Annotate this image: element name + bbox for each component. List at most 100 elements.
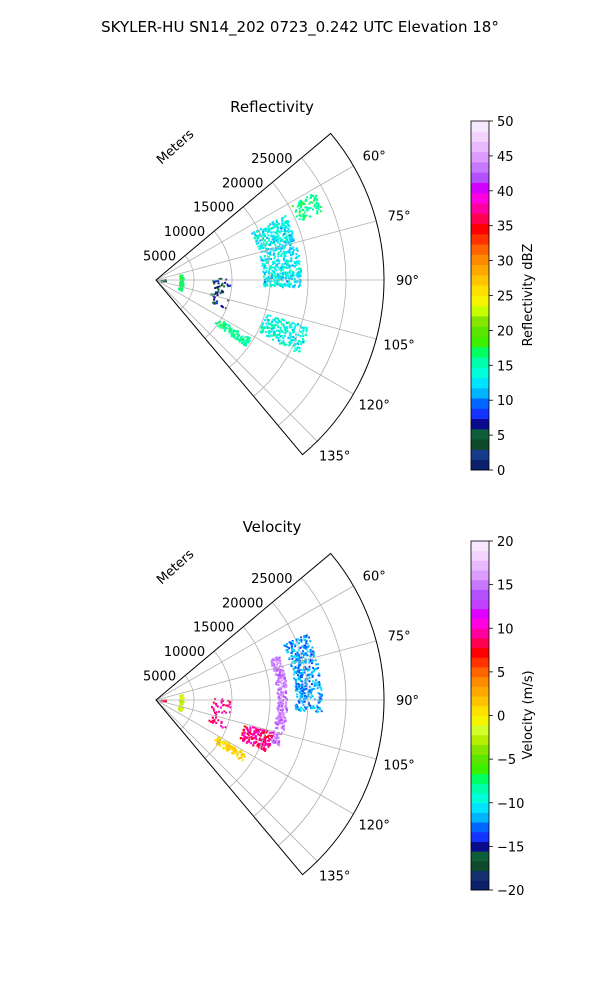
reflectivity-echo-gate-357 — [267, 243, 270, 246]
velocity-echo-gate-1052 — [221, 711, 224, 714]
reflectivity-echo-gate-961 — [234, 330, 237, 333]
velocity-echo-gate-928 — [236, 753, 239, 756]
reflectivity-colorbar-segment-2 — [471, 439, 489, 450]
velocity-echo-gate-770 — [253, 731, 256, 734]
reflectivity-echo-gate-666 — [315, 197, 318, 200]
velocity-echo-gate-11 — [299, 692, 302, 695]
velocity-echo-gate-612 — [278, 687, 281, 690]
reflectivity-echo-gate-369 — [276, 235, 279, 238]
velocity-echo-gate-302 — [298, 677, 301, 680]
reflectivity-echo-gate-527 — [279, 272, 282, 275]
velocity-echo-gate-189 — [307, 703, 310, 706]
reflectivity-echo-gate-1034 — [181, 274, 184, 277]
velocity-echo-gate-99 — [303, 692, 306, 695]
reflectivity-echo-gate-498 — [269, 243, 272, 246]
reflectivity-echo-gate-517 — [273, 260, 276, 263]
reflectivity-echo-gate-291 — [278, 262, 281, 265]
figure-suptitle: SKYLER-HU SN14_202 0723_0.242 UTC Elevat… — [101, 18, 499, 37]
velocity-colorbar-tick-label-6: 10 — [497, 622, 514, 637]
velocity-echo-gate-341 — [306, 695, 309, 698]
reflectivity-echo-gate-103 — [273, 242, 276, 245]
velocity-echo-gate-600 — [282, 721, 285, 724]
reflectivity-echo-gate-609 — [310, 194, 313, 196]
reflectivity-sector-frame — [155, 132, 385, 456]
velocity-echo-gate-590 — [280, 686, 283, 688]
reflectivity-echo-gate-1097 — [219, 292, 222, 295]
reflectivity-echo-gate-189 — [273, 252, 276, 255]
velocity-echo-gate-405 — [281, 731, 284, 734]
velocity-echo-gate-912 — [240, 749, 243, 752]
velocity-echoes — [160, 634, 323, 762]
reflectivity-echo-gate-952 — [227, 324, 230, 327]
velocity-echo-gate-440 — [272, 740, 275, 743]
velocity-echo-gate-825 — [253, 741, 256, 744]
reflectivity-echo-gate-648 — [309, 207, 312, 209]
velocity-echo-gate-631 — [279, 718, 282, 721]
reflectivity-echo-gate-430 — [284, 229, 286, 232]
velocity-echo-gate-535 — [277, 722, 280, 725]
reflectivity-echo-gate-835 — [293, 350, 296, 352]
reflectivity-echo-gate-245 — [260, 239, 263, 241]
reflectivity-echo-gate-253 — [278, 248, 281, 250]
velocity-colorbar-segment-12 — [471, 763, 489, 775]
reflectivity-echo-gate-171 — [261, 262, 264, 265]
reflectivity-echo-gate-386 — [293, 264, 296, 267]
reflectivity-echo-gate-435 — [275, 265, 278, 268]
reflectivity-echo-gate-442 — [292, 246, 295, 249]
velocity-echo-gate-698 — [250, 737, 253, 740]
reflectivity-echo-gate-495 — [267, 280, 270, 283]
reflectivity-echo-gate-553 — [290, 264, 293, 267]
velocity-echo-gate-636 — [274, 721, 277, 724]
reflectivity-echo-gate-148 — [263, 280, 266, 283]
reflectivity-echo-gate-1120 — [221, 306, 224, 309]
velocity-angle-tick-label-5: 135° — [319, 870, 350, 885]
velocity-panel: Velocity Meters 5000 10000 15000 20000 25000… — [143, 518, 536, 899]
velocity-echo-gate-578 — [277, 658, 280, 661]
velocity-echo-gate-232 — [296, 651, 299, 654]
velocity-echo-gate-1048 — [222, 699, 224, 702]
velocity-echo-gate-268 — [304, 679, 307, 682]
reflectivity-echo-gate-935 — [230, 329, 233, 332]
velocity-echo-gate-141 — [312, 666, 314, 669]
reflectivity-echo-gate-200 — [276, 272, 279, 275]
velocity-echo-gate-142 — [312, 652, 315, 655]
reflectivity-echo-gate-466 — [281, 219, 284, 222]
reflectivity-echo-gate-139 — [295, 264, 298, 267]
reflectivity-colorbar-segment-21 — [471, 244, 489, 255]
velocity-echo-gate-107 — [318, 685, 321, 688]
velocity-echo-gate-158 — [295, 683, 298, 686]
velocity-echo-gate-311 — [298, 697, 301, 700]
velocity-echo-gate-355 — [303, 671, 306, 674]
velocity-echo-gate-780 — [248, 736, 251, 739]
reflectivity-echo-gate-283 — [288, 242, 291, 245]
reflectivity-echo-gate-472 — [282, 272, 285, 275]
velocity-echo-gate-773 — [254, 730, 257, 733]
reflectivity-colorbar-tick-label-5: 25 — [497, 290, 514, 305]
velocity-echo-gate-547 — [282, 691, 285, 694]
velocity-echo-gate-432 — [278, 701, 281, 704]
reflectivity-echo-gate-1104 — [212, 280, 215, 283]
velocity-range-ring-2 — [229, 626, 271, 788]
reflectivity-echo-gate-1124 — [221, 290, 224, 293]
velocity-echo-gate-231 — [309, 640, 312, 643]
reflectivity-spoke-60 — [155, 165, 354, 281]
velocity-echo-gate-1055 — [222, 704, 225, 706]
reflectivity-echo-gate-723 — [296, 341, 299, 344]
velocity-echo-gate-646 — [276, 723, 279, 726]
velocity-echo-gate-54 — [315, 710, 318, 713]
reflectivity-echo-gate-579 — [277, 282, 280, 285]
velocity-echo-gate-100 — [318, 682, 321, 685]
velocity-echo-gate-424 — [279, 705, 282, 708]
reflectivity-echo-gate-47 — [265, 280, 268, 283]
reflectivity-echo-gate-739 — [288, 325, 291, 328]
velocity-echo-gate-145 — [302, 656, 305, 659]
velocity-echo-gate-911 — [218, 737, 221, 740]
velocity-echo-gate-74 — [305, 687, 308, 690]
velocity-echo-gate-700 — [261, 745, 264, 748]
reflectivity-echo-gate-100 — [271, 222, 274, 225]
reflectivity-echo-gate-477 — [296, 249, 299, 252]
velocity-echo-gate-134 — [283, 644, 286, 647]
velocity-echo-gate-317 — [313, 707, 315, 709]
velocity-colorbar-segment-7 — [471, 812, 489, 823]
reflectivity-echo-gate-986 — [240, 337, 243, 340]
